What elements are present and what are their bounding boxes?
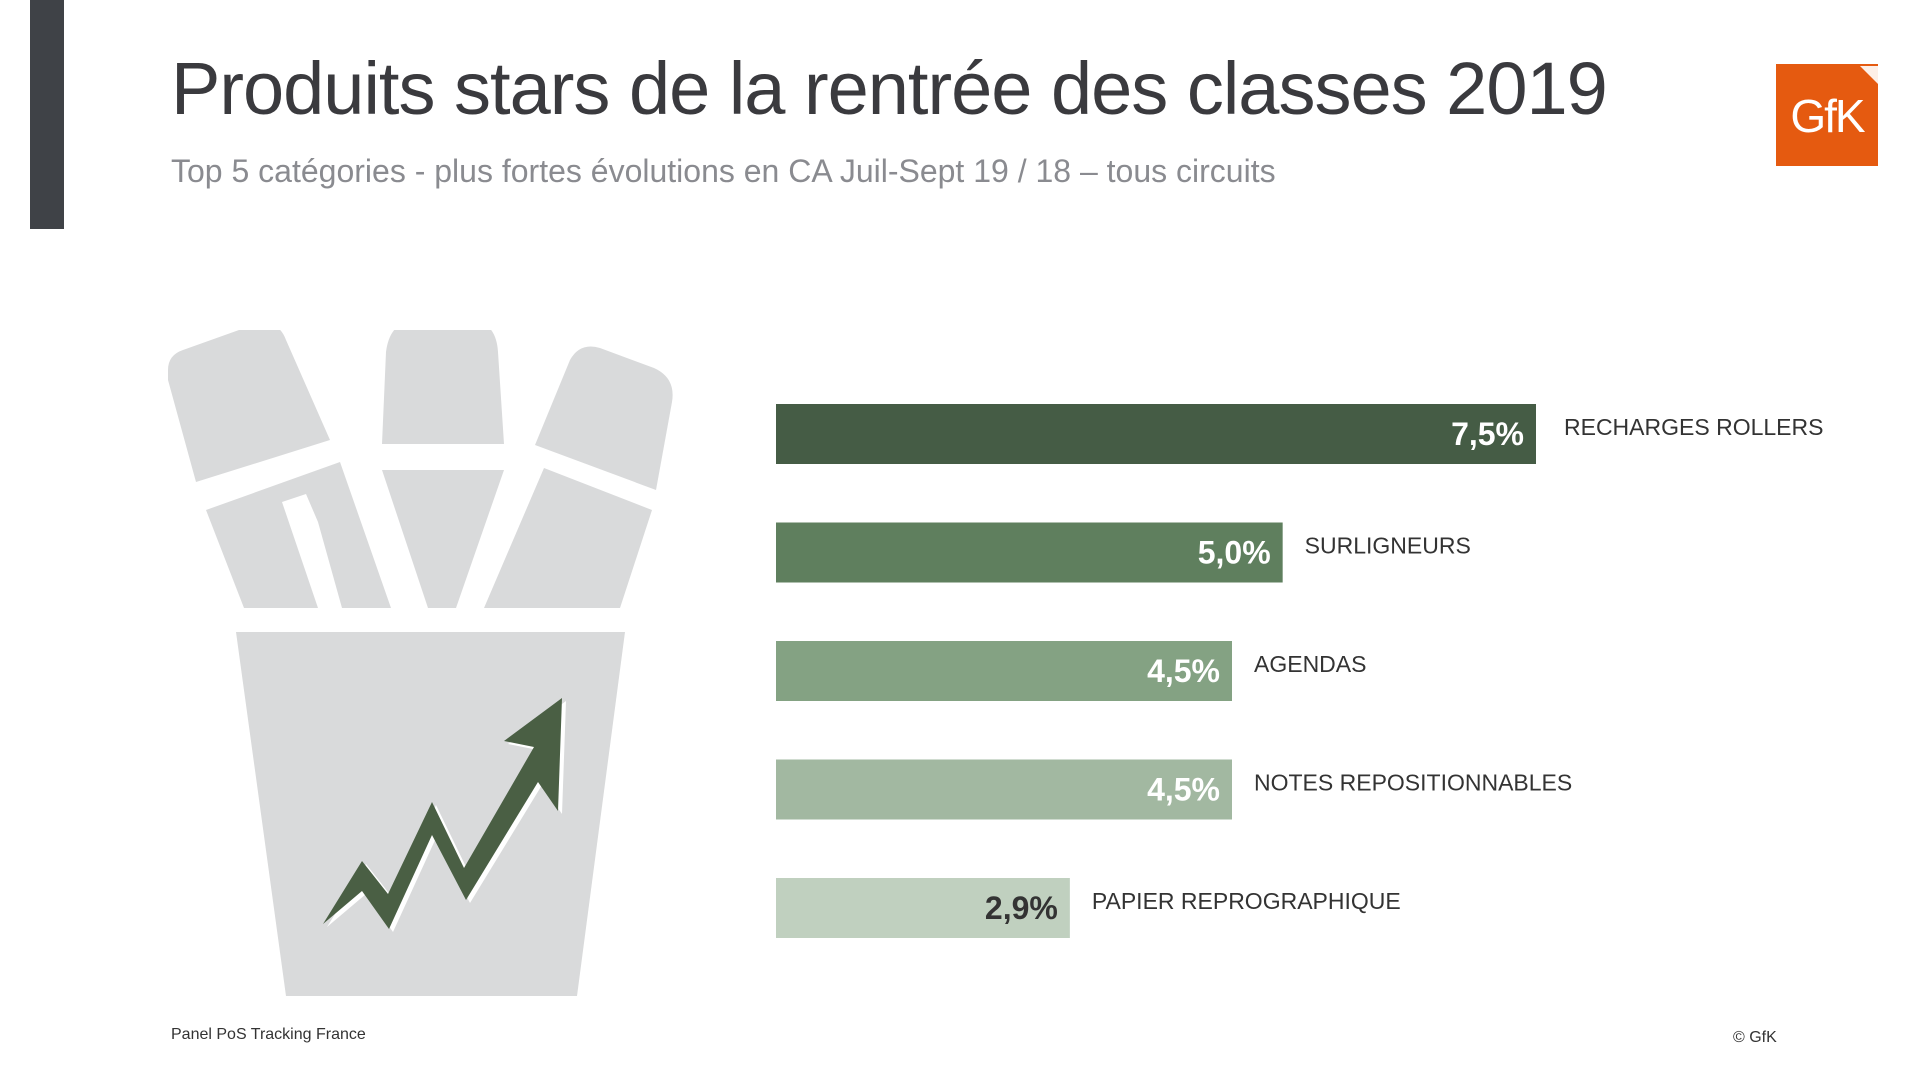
gfk-logo: GfK bbox=[1776, 64, 1878, 166]
bar-category-label: PAPIER REPROGRAPHIQUE bbox=[1092, 888, 1401, 914]
copyright-note: © GfK bbox=[1733, 1029, 1777, 1046]
page-title: Produits stars de la rentrée des classes… bbox=[171, 47, 1608, 130]
bar-category-label: NOTES REPOSITIONNABLES bbox=[1254, 770, 1572, 796]
bar-2 bbox=[776, 522, 1283, 583]
gfk-logo-text: GfK bbox=[1790, 90, 1866, 142]
bar-value-label: 5,0% bbox=[1198, 535, 1271, 571]
source-note: Panel PoS Tracking France bbox=[171, 1026, 366, 1043]
bar-category-label: RECHARGES ROLLERS bbox=[1564, 414, 1823, 440]
gfk-logo-background bbox=[1776, 64, 1878, 166]
side-accent-bar bbox=[30, 0, 64, 229]
page-subtitle: Top 5 catégories - plus fortes évolution… bbox=[171, 153, 1276, 189]
bar-5 bbox=[776, 878, 1070, 938]
bar-category-label: SURLIGNEURS bbox=[1305, 533, 1471, 559]
bar-3 bbox=[776, 641, 1232, 701]
bar-value-label: 4,5% bbox=[1147, 772, 1220, 808]
bar-category-label: AGENDAS bbox=[1254, 651, 1366, 677]
bar-value-label: 2,9% bbox=[985, 890, 1058, 926]
bar-chart: 7,5% RECHARGES ROLLERS 5,0% SURLIGNEURS 4,5%… bbox=[776, 404, 1823, 938]
bar-4 bbox=[776, 759, 1232, 820]
pencil-cup-growth-icon bbox=[168, 330, 673, 996]
bar-value-label: 7,5% bbox=[1451, 416, 1524, 452]
growth-arrow-icon bbox=[323, 698, 562, 929]
bar-1 bbox=[776, 404, 1536, 464]
bar-value-label: 4,5% bbox=[1147, 653, 1220, 689]
